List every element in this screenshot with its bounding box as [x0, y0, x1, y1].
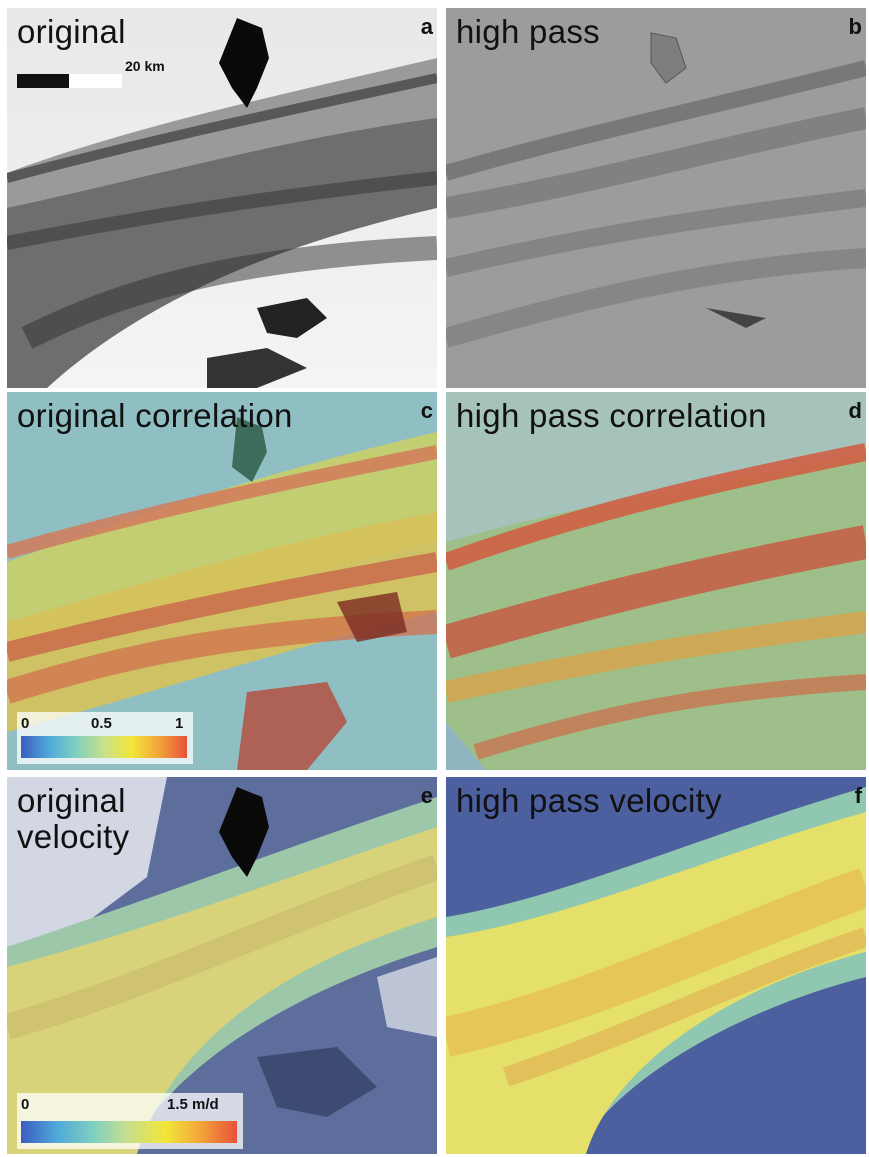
correlation-colorbar: 0 0.5 1: [17, 712, 193, 764]
scale-bar-label: 20 km: [125, 58, 165, 74]
panel-e-title: original velocity: [17, 782, 130, 855]
panel-d-letter: d: [848, 398, 862, 423]
correlation-colorbar-max: 1: [175, 715, 184, 732]
panel-f-letter: f: [854, 783, 862, 808]
correlation-colorbar-min: 0: [21, 715, 30, 732]
panel-d-title: high pass correlation: [456, 397, 767, 434]
panel-f-high-pass-velocity: high pass velocity f: [446, 777, 866, 1154]
panel-e-image: [7, 777, 437, 1154]
panel-c-image: [7, 392, 437, 770]
panel-f-title: high pass velocity: [456, 782, 722, 819]
panel-a-letter: a: [420, 14, 433, 39]
panel-d-high-pass-correlation: high pass correlation d: [446, 392, 866, 770]
velocity-colorbar-min: 0: [21, 1096, 30, 1113]
panel-b-title: high pass: [456, 13, 600, 50]
panel-e-original-velocity: original velocity e 0 1.5 m/d: [7, 777, 437, 1154]
panel-c-letter: c: [420, 398, 433, 423]
velocity-colorbar: 0 1.5 m/d: [17, 1093, 243, 1149]
scale-bar-white-segment: [69, 74, 122, 88]
scale-bar: [17, 74, 122, 92]
scale-bar-black-segment: [17, 74, 69, 88]
panel-e-letter: e: [420, 783, 433, 808]
correlation-colorbar-ramp: [21, 736, 187, 758]
velocity-colorbar-ramp: [21, 1121, 237, 1143]
panel-a-title: original: [17, 13, 126, 50]
panel-b-letter: b: [848, 14, 862, 39]
panel-c-title: original correlation: [17, 397, 293, 434]
panel-a-image: [7, 8, 437, 388]
panel-b-high-pass: high pass b: [446, 8, 866, 388]
velocity-colorbar-max: 1.5 m/d: [167, 1096, 219, 1113]
panel-d-image: [446, 392, 866, 770]
panel-b-image: [446, 8, 866, 388]
panel-c-original-correlation: original correlation c 0 0.5 1: [7, 392, 437, 770]
panel-f-image: [446, 777, 866, 1154]
correlation-colorbar-mid: 0.5: [91, 715, 112, 732]
panel-a-original: original a 20 km: [7, 8, 437, 388]
